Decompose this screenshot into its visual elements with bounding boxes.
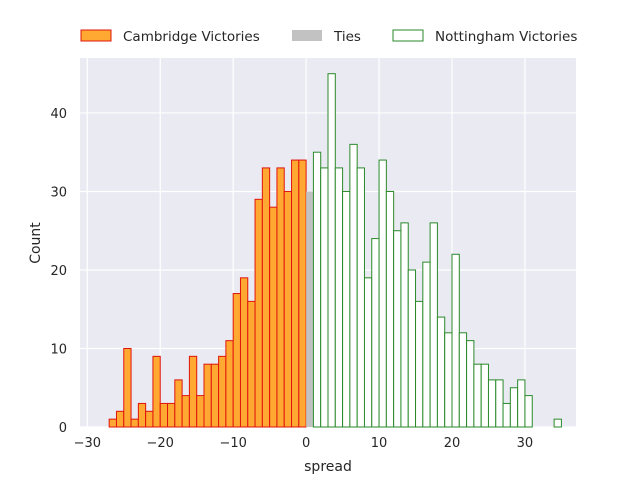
cambridge-victories-bar	[196, 395, 205, 428]
cambridge-victories-bar	[232, 293, 241, 428]
cambridge-victories-bar	[123, 347, 132, 428]
cambridge-victories-bar	[188, 355, 198, 428]
cambridge-victories-bar	[283, 190, 293, 428]
cambridge-victories-bar	[218, 355, 227, 428]
nottingham-victories-bar	[342, 190, 351, 428]
nottingham-victories-bar	[393, 230, 402, 428]
y-tick-label: 0	[59, 421, 67, 436]
nottingham-victories-bar	[385, 190, 395, 428]
nottingham-victories-bar	[334, 167, 344, 428]
nottingham-victories-bar	[415, 300, 424, 428]
cambridge-victories-bar	[276, 167, 285, 428]
y-tick-label: 40	[50, 107, 67, 122]
cambridge-victories-bar	[298, 159, 307, 428]
nottingham-victories-bar	[473, 363, 482, 428]
x-tick-label: 30	[517, 436, 534, 451]
cambridge-victories-bar	[225, 340, 234, 428]
nottingham-victories-bar	[407, 269, 417, 428]
cambridge-victories-bar	[130, 418, 139, 428]
legend: Cambridge Victories Ties Nottingham Victor…	[80, 29, 577, 45]
x-tick-label: 0	[302, 436, 310, 451]
nottingham-victories-bar	[451, 253, 460, 428]
legend-swatch-cambridge-victories	[80, 29, 112, 42]
nottingham-victories-bar	[495, 379, 504, 428]
ties-bar	[306, 191, 314, 427]
nottingham-victories-bar	[320, 167, 329, 428]
cambridge-victories-bar	[159, 402, 169, 428]
nottingham-victories-bar	[480, 363, 489, 428]
cambridge-victories-bar	[203, 363, 212, 428]
y-tick-label: 30	[50, 185, 67, 200]
nottingham-victories-bar	[400, 222, 409, 428]
nottingham-victories-bar	[517, 379, 526, 428]
nottingham-victories-bar	[444, 332, 453, 428]
nottingham-victories-bar	[422, 261, 431, 428]
nottingham-victories-bar	[349, 143, 358, 428]
x-tick-label: 10	[371, 436, 388, 451]
cambridge-victories-bar	[181, 395, 190, 428]
y-axis-label: Count	[28, 222, 44, 264]
cambridge-victories-bar	[145, 410, 154, 428]
nottingham-victories-bar	[487, 379, 497, 428]
nottingham-victories-bar	[553, 418, 562, 428]
nottingham-victories-bar	[378, 159, 387, 428]
x-axis-ticks: −30 −20 −10 0 10 20 30	[74, 436, 534, 451]
cambridge-victories-bar	[137, 402, 147, 428]
cambridge-victories-bar	[174, 379, 183, 428]
nottingham-victories-bar	[371, 238, 380, 428]
nottingham-victories-bar	[502, 402, 511, 428]
legend-swatch-ties	[292, 30, 322, 41]
legend-swatch-nottingham-victories	[392, 29, 424, 42]
cambridge-victories-bar	[108, 418, 117, 428]
legend-label-nottingham-victories: Nottingham Victories	[435, 29, 577, 45]
x-tick-label: −30	[74, 436, 101, 451]
x-axis-label: spread	[304, 459, 352, 475]
x-tick-label: 20	[444, 436, 461, 451]
cambridge-victories-bar	[210, 363, 220, 428]
y-tick-label: 10	[50, 342, 67, 357]
nottingham-victories-bar	[524, 395, 533, 428]
cambridge-victories-bar	[152, 355, 161, 428]
nottingham-victories-bar	[466, 340, 475, 428]
cambridge-victories-bar	[247, 300, 256, 428]
legend-label-cambridge-victories: Cambridge Victories	[123, 29, 260, 45]
histogram-bars	[108, 73, 562, 428]
cambridge-victories-bar	[254, 198, 263, 428]
cambridge-victories-bar	[115, 410, 125, 428]
x-tick-label: −10	[219, 436, 246, 451]
nottingham-victories-bar	[436, 316, 446, 428]
cambridge-victories-bar	[261, 167, 271, 428]
nottingham-victories-bar	[363, 277, 373, 428]
nottingham-victories-bar	[312, 151, 322, 428]
nottingham-victories-bar	[356, 167, 365, 428]
cambridge-victories-bar	[291, 159, 300, 428]
y-tick-label: 20	[50, 264, 67, 279]
legend-label-ties: Ties	[333, 29, 361, 45]
nottingham-victories-bar	[429, 222, 438, 428]
x-tick-label: −20	[147, 436, 174, 451]
y-axis-ticks: 0 10 20 30 40	[50, 107, 67, 436]
cambridge-victories-bar	[269, 206, 278, 428]
nottingham-victories-bar	[509, 387, 519, 428]
cambridge-victories-bar	[167, 402, 176, 428]
nottingham-victories-bar	[458, 332, 468, 428]
cambridge-victories-bar	[239, 277, 249, 428]
nottingham-victories-bar	[327, 73, 336, 428]
